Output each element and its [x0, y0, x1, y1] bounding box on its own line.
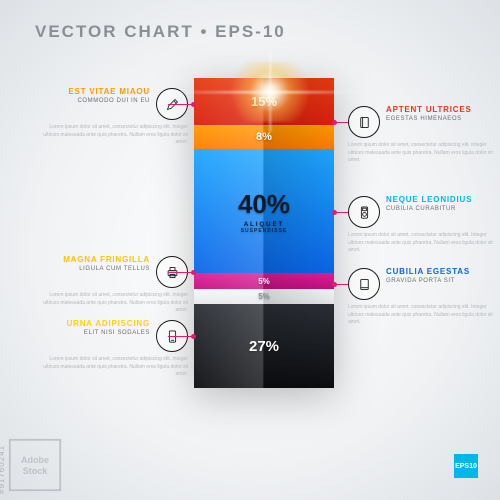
segment-label: 5%	[258, 292, 270, 301]
callout-c2: MAGNA FRINGILLALIGULA CUM TELLUSLorem ip…	[38, 256, 188, 288]
title-left: VECTOR CHART	[35, 22, 194, 41]
callout-text: CUBILIA EGESTASGRAVIDA PORTA SIT	[386, 268, 498, 284]
callout-c6: CUBILIA EGESTASGRAVIDA PORTA SITLorem ip…	[348, 268, 498, 300]
connector-line	[168, 336, 194, 337]
segment-seg1: 15%	[194, 78, 334, 125]
segment-seg5: 5%	[194, 289, 334, 305]
callout-lorem: Lorem ipsum dolor sit amet, consectetur …	[348, 232, 498, 255]
callout-subtitle: COMMODO DUI IN EU	[38, 98, 150, 104]
callout-lorem: Lorem ipsum dolor sit amet, consectetur …	[348, 304, 498, 327]
segment-label: 5%	[258, 277, 270, 286]
connector-line	[168, 272, 194, 273]
callout-subtitle: ELIT NISI SODALES	[38, 330, 150, 336]
svg-text:Stock: Stock	[23, 466, 49, 476]
stacked-bar-chart: 15% 8% 40%ALIQUETSUSPENDISSE 5% 5% 27%	[194, 78, 334, 388]
eps10-badge: EPS10	[454, 454, 478, 478]
callout-text: APTENT ULTRICESEGESTAS HIMENAEOS	[386, 106, 498, 122]
callout-title: URNA ADIPISCING	[38, 320, 150, 329]
mp3-icon	[348, 196, 380, 228]
callout-title: CUBILIA EGESTAS	[386, 268, 498, 277]
notebook-icon	[348, 106, 380, 138]
callout-c3: URNA ADIPISCINGELIT NISI SODALESLorem ip…	[38, 320, 188, 352]
title-right: EPS-10	[215, 22, 286, 41]
callout-text: MAGNA FRINGILLALIGULA CUM TELLUS	[38, 256, 150, 272]
book-icon	[348, 268, 380, 300]
callout-title: APTENT ULTRICES	[386, 106, 498, 115]
title-dot: •	[200, 22, 208, 41]
segment-seg4: 5%	[194, 273, 334, 289]
callout-subtitle: EGESTAS HIMENAEOS	[386, 116, 498, 122]
page-title: VECTOR CHART • EPS-10	[35, 22, 286, 42]
connector-line	[334, 284, 348, 285]
callout-text: EST VITAE MIAOUCOMMODO DUI IN EU	[38, 88, 150, 104]
segment-seg3: 40%ALIQUETSUSPENDISSE	[194, 149, 334, 273]
callout-c5: NEQUE LEONIDIUSCUBILIA CURABITURLorem ip…	[348, 196, 498, 228]
segment-sublabel2: SUSPENDISSE	[241, 228, 288, 234]
svg-text:Adobe: Adobe	[21, 455, 49, 465]
stock-id-watermark: #91760241	[0, 445, 6, 494]
callout-title: NEQUE LEONIDIUS	[386, 196, 498, 205]
segment-label: 15%	[251, 94, 277, 109]
connector-line	[334, 212, 348, 213]
segment-label: 27%	[249, 338, 279, 355]
callout-c4: APTENT ULTRICESEGESTAS HIMENAEOSLorem ip…	[348, 106, 498, 138]
callout-title: EST VITAE MIAOU	[38, 88, 150, 97]
segment-label: 40%	[238, 189, 290, 220]
connector-line	[168, 104, 194, 105]
callout-title: MAGNA FRINGILLA	[38, 256, 150, 265]
callout-text: URNA ADIPISCINGELIT NISI SODALES	[38, 320, 150, 336]
segment-label: 8%	[256, 131, 272, 143]
callout-lorem: Lorem ipsum dolor sit amet, consectetur …	[38, 356, 188, 379]
segment-seg6: 27%	[194, 304, 334, 388]
connector-line	[334, 122, 348, 123]
callout-lorem: Lorem ipsum dolor sit amet, consectetur …	[38, 124, 188, 147]
callout-c1: EST VITAE MIAOUCOMMODO DUI IN EULorem ip…	[38, 88, 188, 120]
callout-subtitle: GRAVIDA PORTA SIT	[386, 278, 498, 284]
callout-lorem: Lorem ipsum dolor sit amet, consectetur …	[38, 292, 188, 315]
callout-lorem: Lorem ipsum dolor sit amet, consectetur …	[348, 142, 498, 165]
callout-subtitle: LIGULA CUM TELLUS	[38, 266, 150, 272]
segment-seg2: 8%	[194, 125, 334, 150]
adobe-stock-logo: Adobe Stock	[8, 438, 62, 492]
callout-subtitle: CUBILIA CURABITUR	[386, 206, 498, 212]
callout-text: NEQUE LEONIDIUSCUBILIA CURABITUR	[386, 196, 498, 212]
